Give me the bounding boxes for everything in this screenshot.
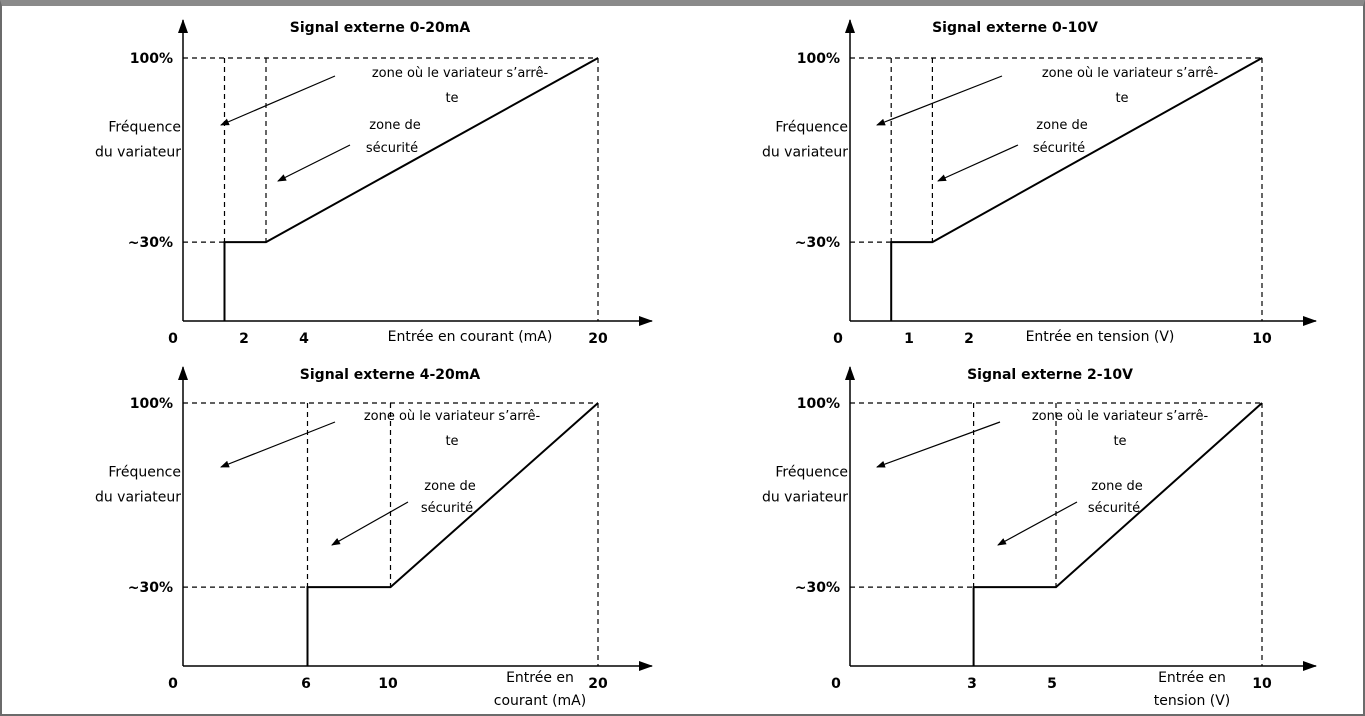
y-tick-label: 100% — [130, 396, 173, 412]
chart-title: Signal externe 4-20mA — [300, 367, 481, 383]
x-tick-label: 0 — [168, 331, 178, 347]
stop-zone-label: te — [445, 434, 458, 449]
y-axis-label: du variateur — [95, 490, 181, 506]
x-tick-label: 10 — [1252, 676, 1272, 692]
stop-zone-label: te — [445, 91, 458, 106]
stop-zone-label: zone où le variateur s’arrê- — [1042, 66, 1219, 81]
y-axis-label: Fréquence — [108, 120, 181, 136]
chart-panel-1: Signal externe 0-20mA ~30% 100% 0 2 4 20 Entrée… — [95, 19, 653, 347]
chart-title: Signal externe 2-10V — [967, 367, 1133, 383]
y-tick-label: ~30% — [128, 580, 173, 596]
safety-zone-label: sécurité — [421, 501, 473, 516]
x-tick-label: 20 — [588, 331, 608, 347]
safety-zone-label: zone de — [1091, 479, 1142, 494]
frequency-curve — [306, 402, 599, 666]
safety-zone-arrow — [331, 501, 409, 546]
y-axis-label: du variateur — [762, 490, 848, 506]
x-tick-label: 10 — [1252, 331, 1272, 347]
y-tick-label: 100% — [797, 51, 840, 67]
chart-panel-2: Signal externe 0-10V ~30% 100% 0 1 2 10 Entrée … — [762, 19, 1317, 347]
y-axis-label: du variateur — [762, 145, 848, 161]
y-axis-label: du variateur — [95, 145, 181, 161]
stop-zone-label: zone où le variateur s’arrê- — [364, 409, 541, 424]
x-tick-label: 0 — [831, 676, 841, 692]
safety-zone-arrow — [937, 144, 1019, 182]
x-tick-label: 5 — [1047, 676, 1057, 692]
x-tick-label: 2 — [239, 331, 249, 347]
y-tick-label: 100% — [130, 51, 173, 67]
x-axis-label: Entrée en — [506, 670, 574, 686]
chart-title: Signal externe 0-20mA — [290, 20, 471, 36]
frequency-curve — [223, 57, 599, 321]
x-axis-label: Entrée en courant (mA) — [388, 329, 553, 345]
chart-panel-3: Signal externe 4-20mA ~30% 100% 0 6 10 20 Entré… — [95, 366, 653, 709]
x-tick-label: 10 — [378, 676, 398, 692]
x-axis-label: courant (mA) — [494, 693, 586, 709]
safety-zone-label: sécurité — [1033, 141, 1085, 156]
x-tick-label: 4 — [299, 331, 309, 347]
safety-zone-label: zone de — [424, 479, 475, 494]
x-axis-label: Entrée en tension (V) — [1026, 329, 1175, 345]
safety-zone-arrow — [277, 144, 351, 182]
safety-zone-label: sécurité — [366, 141, 418, 156]
x-tick-label: 3 — [967, 676, 977, 692]
x-tick-label: 2 — [964, 331, 974, 347]
y-axis-label: Fréquence — [775, 120, 848, 136]
x-axis-label: Entrée en — [1158, 670, 1226, 686]
chart-panel-4: Signal externe 2-10V ~30% 100% 0 3 5 10 Entrée … — [762, 366, 1317, 709]
x-axis-label: tension (V) — [1154, 693, 1231, 709]
y-axis-label: Fréquence — [775, 465, 848, 481]
y-tick-label: ~30% — [128, 235, 173, 251]
safety-zone-label: zone de — [369, 118, 420, 133]
x-tick-label: 0 — [833, 331, 843, 347]
frequency-curve — [972, 402, 1263, 666]
x-tick-label: 0 — [168, 676, 178, 692]
stop-zone-arrow — [220, 421, 336, 468]
safety-zone-label: zone de — [1036, 118, 1087, 133]
y-tick-label: ~30% — [795, 235, 840, 251]
y-tick-label: ~30% — [795, 580, 840, 596]
stop-zone-label: te — [1115, 91, 1128, 106]
x-tick-label: 6 — [301, 676, 311, 692]
x-tick-label: 1 — [904, 331, 914, 347]
safety-zone-label: sécurité — [1088, 501, 1140, 516]
frequency-curve — [890, 57, 1263, 321]
chart-title: Signal externe 0-10V — [932, 20, 1098, 36]
stop-zone-arrow — [220, 75, 336, 126]
x-tick-label: 20 — [588, 676, 608, 692]
y-axis-label: Fréquence — [108, 465, 181, 481]
y-tick-label: 100% — [797, 396, 840, 412]
stop-zone-label: zone où le variateur s’arrê- — [372, 66, 549, 81]
stop-zone-label: zone où le variateur s’arrê- — [1032, 409, 1209, 424]
stop-zone-label: te — [1113, 434, 1126, 449]
stop-zone-arrow — [876, 421, 1001, 468]
stop-zone-arrow — [876, 75, 1003, 126]
safety-zone-arrow — [997, 501, 1078, 546]
